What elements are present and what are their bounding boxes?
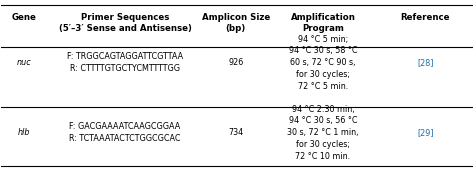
Text: Primer Sequences
(5′–3′ Sense and Antisense): Primer Sequences (5′–3′ Sense and Antise… xyxy=(59,13,191,32)
Text: Amplicon Size
(bp): Amplicon Size (bp) xyxy=(202,13,270,32)
Text: F: TRGGCAGTAGGATTCGTTAA
R: CTTTTGTGCTYCMTTTTGG: F: TRGGCAGTAGGATTCGTTAA R: CTTTTGTGCTYCM… xyxy=(67,52,183,73)
Text: F: GACGAAAATCAAGCGGAA
R: TCTAAATACTCTGGCGCAC: F: GACGAAAATCAAGCGGAA R: TCTAAATACTCTGGC… xyxy=(69,122,181,143)
Text: nuc: nuc xyxy=(17,58,31,67)
Text: [29]: [29] xyxy=(417,128,434,137)
Text: Reference: Reference xyxy=(401,13,450,22)
Text: 926: 926 xyxy=(228,58,244,67)
Text: 734: 734 xyxy=(228,128,243,137)
Text: 94 °C 2:30 min;
94 °C 30 s, 56 °C
30 s, 72 °C 1 min,
for 30 cycles;
72 °C 10 min: 94 °C 2:30 min; 94 °C 30 s, 56 °C 30 s, … xyxy=(287,104,359,161)
Text: hlb: hlb xyxy=(18,128,30,137)
Text: [28]: [28] xyxy=(417,58,434,67)
Text: 94 °C 5 min;
94 °C 30 s, 58 °C
60 s, 72 °C 90 s,
for 30 cycles;
72 °C 5 min.: 94 °C 5 min; 94 °C 30 s, 58 °C 60 s, 72 … xyxy=(289,35,357,91)
Text: Amplification
Program: Amplification Program xyxy=(291,13,356,32)
Text: Gene: Gene xyxy=(11,13,36,22)
